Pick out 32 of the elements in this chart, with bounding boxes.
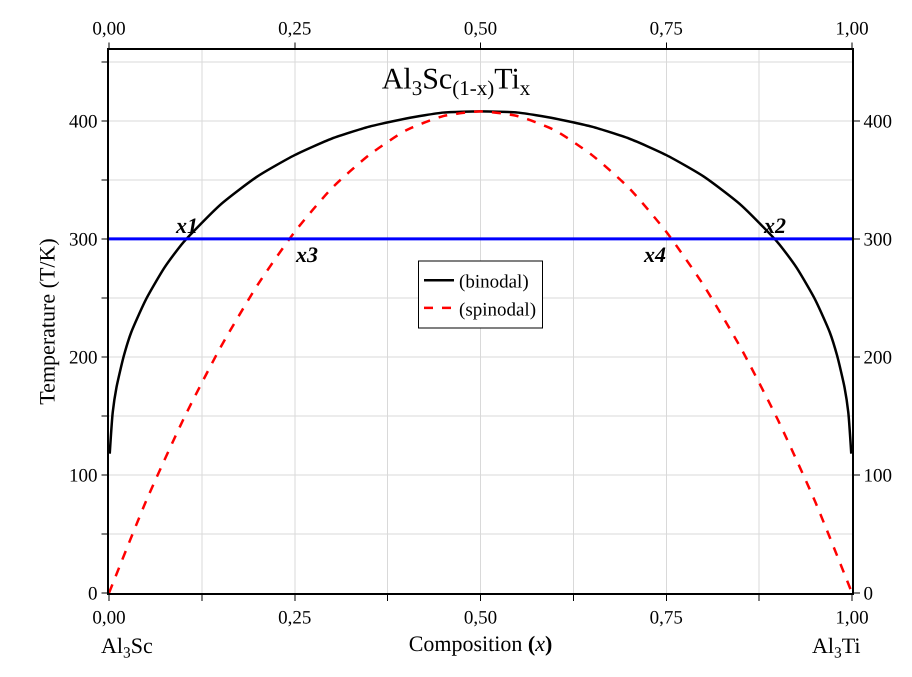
x-tick-label: 0,50 <box>464 18 498 40</box>
legend-label: (binodal) <box>459 272 529 293</box>
legend-label: (spinodal) <box>459 299 536 320</box>
x-tick-label: 1,00 <box>835 18 869 40</box>
y2-tick-label: 200 <box>864 348 892 369</box>
annotation: x4 <box>643 242 666 267</box>
text: Al$_{3}$Sc <box>101 633 153 662</box>
y-tick-label: 0 <box>88 584 98 605</box>
x2-tick-label: 0,50 <box>464 608 498 629</box>
x-tick-label: 0,75 <box>650 18 683 40</box>
x-tick-label: 0,00 <box>92 18 126 40</box>
text: Al$_{3}$Sc$_{(1-x)}$Ti$_{x}$ <box>382 62 531 100</box>
y-tick-label: 200 <box>68 348 98 369</box>
x-tick-label: 0,25 <box>278 18 312 40</box>
y2-tick-label: 0 <box>864 584 874 605</box>
x2-tick-label: 0,25 <box>278 608 312 629</box>
y-tick-label: 100 <box>68 466 98 487</box>
y-tick-label: 300 <box>68 230 98 251</box>
x-axis-title: Composition (x) <box>408 630 552 656</box>
x2-tick-label: 0,75 <box>650 608 683 629</box>
y2-tick-label: 100 <box>864 466 892 487</box>
annotation: x1 <box>175 213 198 238</box>
y-tick-label: 400 <box>68 111 98 132</box>
x2-tick-label: 1,00 <box>835 608 869 629</box>
y-axis-title: Temperature (T/K) <box>34 238 60 405</box>
x2-tick-label: 0,00 <box>92 608 126 629</box>
annotation: x3 <box>295 242 318 267</box>
y2-tick-label: 400 <box>864 111 892 132</box>
line-series <box>109 110 852 593</box>
annotation: x2 <box>763 213 786 238</box>
text: Al$_{3}$Ti <box>812 633 860 662</box>
y2-tick-label: 300 <box>864 230 892 251</box>
